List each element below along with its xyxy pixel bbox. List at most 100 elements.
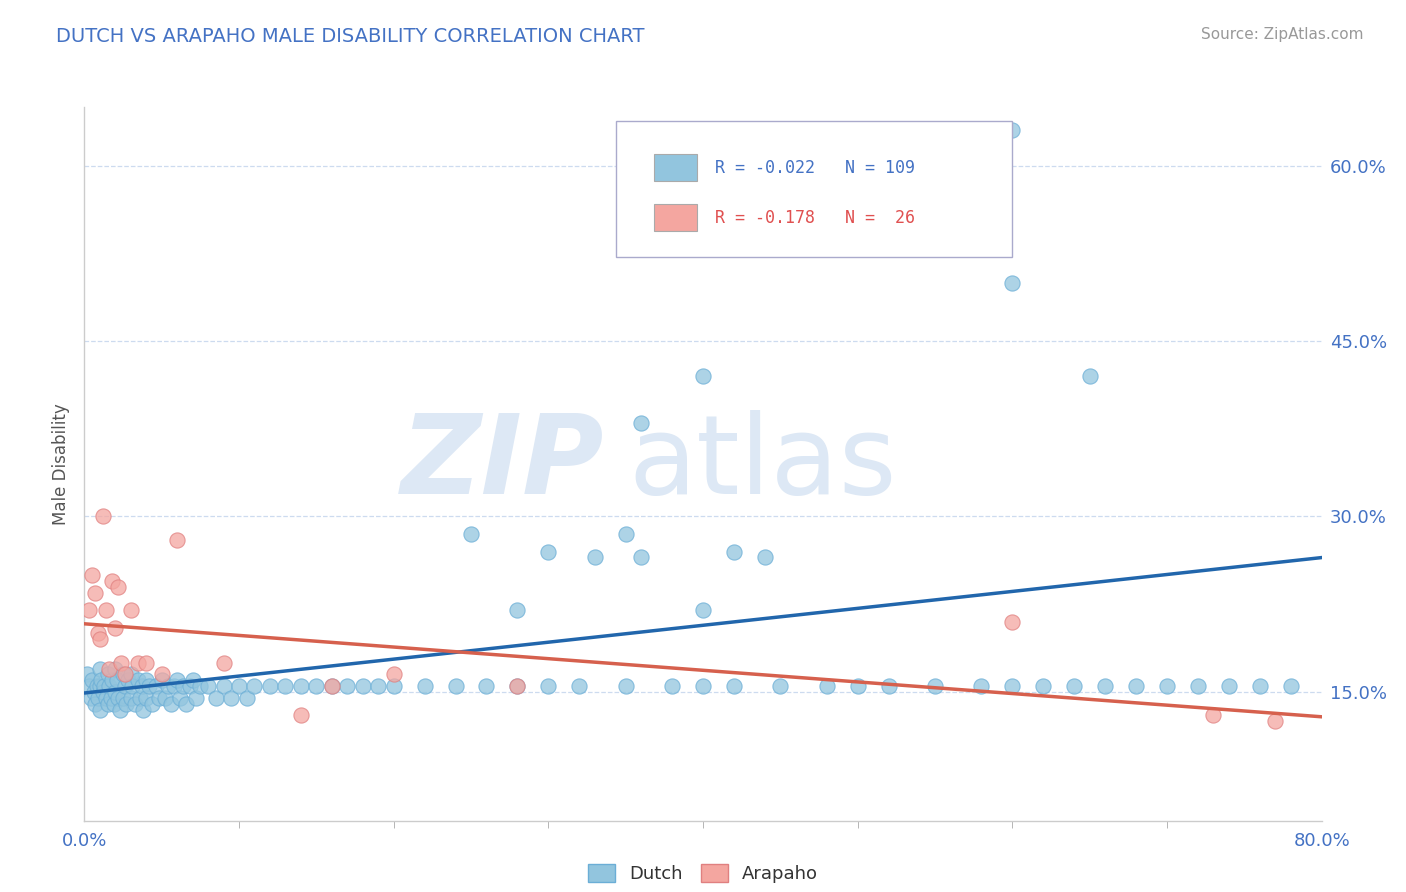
Point	[84, 585, 107, 599]
Point	[184, 690, 207, 705]
Point	[166, 673, 188, 688]
Point	[91, 685, 114, 699]
Point	[259, 679, 281, 693]
Point	[87, 690, 110, 705]
Point	[1202, 708, 1225, 723]
Point	[692, 603, 714, 617]
Point	[846, 679, 869, 693]
Point	[1156, 679, 1178, 693]
FancyBboxPatch shape	[654, 204, 697, 231]
Point	[138, 679, 160, 693]
Point	[117, 673, 139, 688]
Point	[107, 580, 129, 594]
Text: DUTCH VS ARAPAHO MALE DISABILITY CORRELATION CHART: DUTCH VS ARAPAHO MALE DISABILITY CORRELA…	[56, 27, 645, 45]
Point	[924, 679, 946, 693]
Point	[321, 679, 343, 693]
Point	[110, 656, 132, 670]
Point	[82, 673, 104, 688]
Point	[169, 690, 191, 705]
Point	[815, 679, 838, 693]
FancyBboxPatch shape	[616, 121, 1012, 257]
Point	[382, 667, 405, 681]
Point	[537, 679, 560, 693]
Point	[460, 527, 482, 541]
Point	[1279, 679, 1302, 693]
Point	[614, 679, 637, 693]
Point	[754, 550, 776, 565]
Point	[723, 544, 745, 558]
Point	[367, 679, 389, 693]
Point	[166, 533, 188, 547]
Text: R = -0.178   N =  26: R = -0.178 N = 26	[716, 209, 915, 227]
Text: R = -0.022   N = 109: R = -0.022 N = 109	[716, 159, 915, 177]
Point	[87, 626, 110, 640]
Point	[212, 656, 235, 670]
Point	[1094, 679, 1116, 693]
Point	[321, 679, 343, 693]
Point	[131, 679, 153, 693]
Point	[176, 697, 198, 711]
Point	[98, 679, 121, 693]
Point	[877, 679, 900, 693]
Point	[723, 679, 745, 693]
Point	[127, 673, 149, 688]
Point	[101, 673, 124, 688]
Point	[506, 679, 529, 693]
Point	[112, 667, 135, 681]
Point	[129, 690, 152, 705]
Point	[188, 679, 211, 693]
Point	[82, 568, 104, 582]
Point	[1063, 679, 1085, 693]
Point	[1218, 679, 1240, 693]
Point	[661, 679, 683, 693]
Point	[163, 679, 186, 693]
Point	[219, 690, 242, 705]
Point	[148, 690, 170, 705]
Point	[83, 685, 105, 699]
Point	[290, 679, 312, 693]
Point	[98, 662, 121, 676]
Point	[91, 509, 114, 524]
Point	[692, 369, 714, 384]
Point	[197, 679, 219, 693]
Point	[153, 690, 176, 705]
Point	[105, 673, 128, 688]
Point	[89, 702, 111, 716]
Point	[1001, 679, 1024, 693]
Point	[305, 679, 328, 693]
Text: atlas: atlas	[628, 410, 897, 517]
Point	[93, 679, 115, 693]
Point	[413, 679, 436, 693]
Point	[96, 697, 118, 711]
Point	[101, 574, 124, 588]
Point	[172, 679, 194, 693]
Point	[537, 544, 560, 558]
Point	[160, 697, 183, 711]
Point	[970, 679, 993, 693]
Point	[104, 685, 127, 699]
Point	[181, 673, 204, 688]
Point	[77, 603, 100, 617]
Point	[1264, 714, 1286, 729]
Point	[150, 673, 173, 688]
Point	[205, 690, 228, 705]
Point	[89, 679, 111, 693]
Point	[135, 673, 157, 688]
Point	[475, 679, 498, 693]
Point	[1001, 276, 1024, 290]
Point	[769, 679, 792, 693]
Point	[104, 662, 127, 676]
Point	[135, 656, 157, 670]
Y-axis label: Male Disability: Male Disability	[52, 403, 70, 524]
Point	[100, 690, 122, 705]
Point	[120, 667, 142, 681]
Point	[382, 679, 405, 693]
Point	[228, 679, 250, 693]
Point	[630, 550, 652, 565]
Point	[1078, 369, 1101, 384]
Point	[179, 679, 201, 693]
Point	[1125, 679, 1147, 693]
Point	[124, 697, 146, 711]
Point	[96, 667, 118, 681]
Point	[112, 690, 135, 705]
